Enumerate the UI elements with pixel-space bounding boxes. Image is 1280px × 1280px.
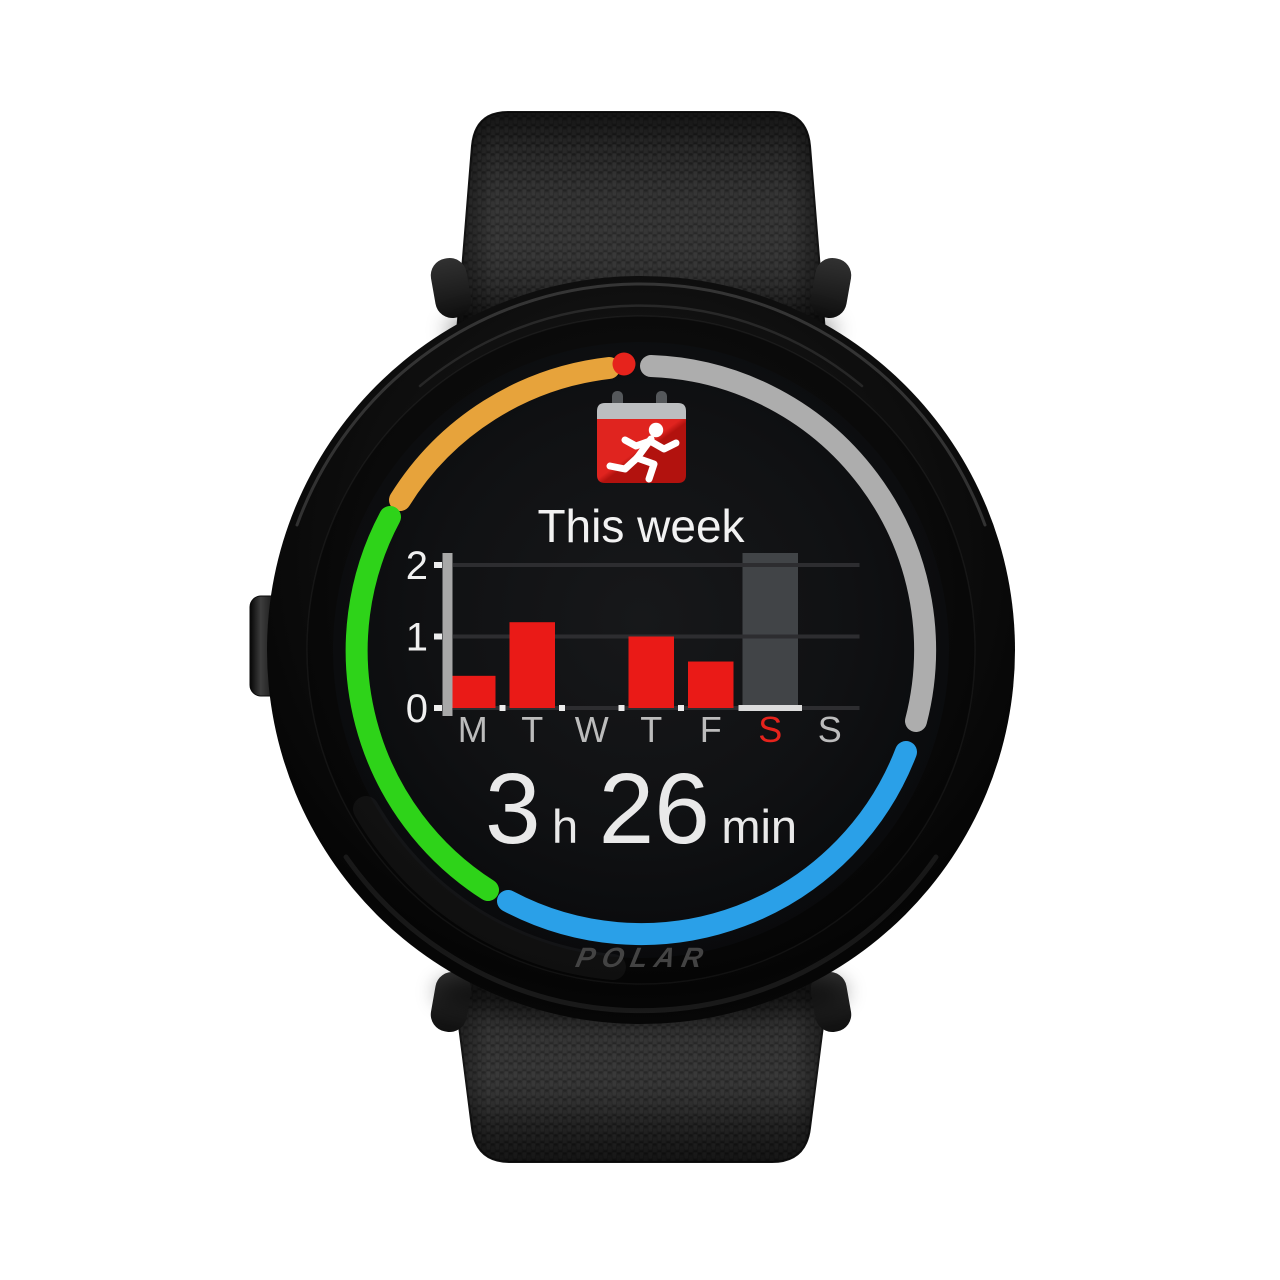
lug-top-right (810, 258, 852, 318)
strap-top-edge-shading (456, 112, 826, 345)
day-label-1: T (521, 709, 543, 750)
y-tick (434, 562, 442, 568)
case-glare (343, 854, 939, 1014)
y-axis (442, 553, 453, 716)
day-label-5: S (758, 709, 782, 750)
duration-minutes-value: 26 (599, 753, 710, 865)
ring-segment-upper-left (389, 357, 620, 511)
lug-top-left (430, 258, 472, 318)
runner-front-arm (646, 437, 680, 453)
day-label-2: W (575, 709, 609, 750)
day-label-3: T (640, 709, 662, 750)
day-label-0: M (458, 709, 488, 750)
calendar-header (597, 403, 686, 419)
glass-sheen (353, 796, 626, 980)
ring-segment-bottom (497, 741, 917, 946)
today-underline (738, 705, 802, 711)
duration-minutes-unit: min (721, 800, 797, 853)
bar-day-0 (450, 675, 496, 708)
total-duration: 3 h 26 min (485, 753, 797, 865)
case-glare (418, 304, 864, 388)
strap-top (454, 111, 828, 346)
activity-ring (345, 355, 937, 946)
bar-day-1 (509, 622, 555, 708)
runner-head (648, 422, 664, 438)
y-tick (434, 705, 442, 711)
baseline-tick (678, 705, 684, 711)
ring-marker-dot (612, 352, 636, 376)
brand-logo: POLAR (573, 941, 713, 973)
baseline-tick (499, 705, 506, 711)
bar-day-4 (688, 661, 734, 708)
baseline-tick (559, 705, 565, 711)
ring-segment-left (345, 506, 499, 901)
bar-today (742, 553, 798, 708)
y-tick (434, 633, 442, 640)
baseline-tick (618, 705, 625, 711)
runner-back-leg (606, 454, 641, 473)
runner-front-leg (633, 454, 658, 483)
calendar-runner-icon (597, 391, 686, 483)
runner-back-arm (621, 436, 654, 450)
y-tick-label: 2 (406, 544, 428, 588)
duration-hours-unit: h (552, 800, 578, 853)
ring-segment-right (640, 355, 937, 732)
runner-icon (606, 422, 680, 483)
y-tick-label: 0 (406, 687, 428, 731)
y-tick-label: 1 (406, 616, 428, 660)
case-glare (295, 282, 987, 527)
duration-hours-value: 3 (485, 753, 541, 865)
bar-day-3 (628, 636, 674, 708)
day-label-6: S (818, 709, 842, 750)
page-title: This week (537, 500, 745, 552)
day-label-4: F (700, 709, 722, 750)
